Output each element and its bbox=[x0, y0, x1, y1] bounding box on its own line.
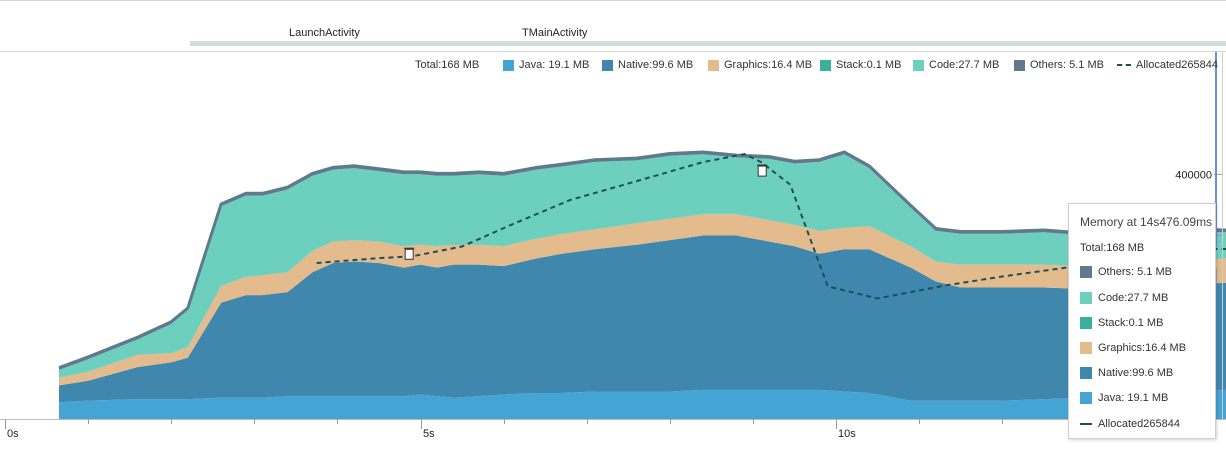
legend-graphics[interactable]: Graphics:16.4 MB bbox=[708, 59, 812, 71]
gc-layer bbox=[404, 164, 768, 260]
axis-layer: 0s5s10s400000300000 bbox=[0, 52, 1226, 440]
tooltip-native-swatch bbox=[1080, 367, 1092, 379]
area-native bbox=[59, 235, 1226, 403]
areas-layer bbox=[58, 150, 1226, 419]
activity-label-main: TMainActivity bbox=[522, 27, 588, 39]
tooltip-row-code: Code:27.7 MB bbox=[1080, 292, 1168, 304]
tooltip-others-swatch bbox=[1080, 266, 1092, 278]
legend-allocated[interactable]: Allocated265844 bbox=[1117, 59, 1218, 71]
legend-others-swatch bbox=[1014, 59, 1025, 71]
activity-label-launch: LaunchActivity bbox=[289, 27, 360, 39]
time-cursor-line-lower bbox=[1215, 268, 1217, 398]
tooltip-allocated-swatch bbox=[1080, 423, 1092, 425]
legend-code[interactable]: Code:27.7 MB bbox=[913, 59, 999, 71]
legend-total-label: Total:168 MB bbox=[415, 59, 480, 71]
tooltip-native-label: Native:99.6 MB bbox=[1098, 367, 1174, 379]
legend-code-label: Code:27.7 MB bbox=[929, 59, 1000, 71]
gc-trash-icon bbox=[757, 164, 768, 177]
legend-native[interactable]: Native:99.6 MB bbox=[602, 59, 693, 71]
tooltip-java-swatch bbox=[1080, 392, 1092, 404]
tooltip-allocated-label: Allocated265844 bbox=[1098, 418, 1180, 430]
memory-tooltip: Memory at 14s476.09ms Total:168 MB Other… bbox=[1068, 203, 1216, 439]
area-graphics bbox=[59, 214, 1226, 386]
legend-allocated-label: Allocated265844 bbox=[1136, 59, 1218, 71]
tooltip-row-graphics: Graphics:16.4 MB bbox=[1080, 342, 1186, 354]
legend-stack-label: Stack:0.1 MB bbox=[836, 59, 902, 71]
activity-bar-main[interactable] bbox=[515, 41, 1226, 46]
area-top-outline bbox=[58, 150, 1226, 370]
x-tick-label: 5s bbox=[423, 428, 435, 440]
y2-tick-label: 400000 bbox=[1175, 169, 1212, 181]
time-cursor-line[interactable] bbox=[1215, 52, 1217, 247]
gc-trash-icon bbox=[404, 247, 415, 260]
legend-stack-swatch bbox=[820, 59, 831, 71]
legend-others-label: Others: 5.1 MB bbox=[1030, 59, 1104, 71]
tooltip-java-label: Java: 19.1 MB bbox=[1098, 392, 1169, 404]
activity-band: LaunchActivity TMainActivity bbox=[0, 0, 1226, 52]
tooltip-graphics-swatch bbox=[1080, 342, 1092, 354]
legend-stack[interactable]: Stack:0.1 MB bbox=[820, 59, 901, 71]
activity-bar-launch[interactable] bbox=[190, 41, 515, 46]
tooltip-others-label: Others: 5.1 MB bbox=[1098, 266, 1172, 278]
legend-java[interactable]: Java: 19.1 MB bbox=[503, 59, 589, 71]
legend-native-label: Native:99.6 MB bbox=[618, 59, 694, 71]
allocated-line bbox=[316, 153, 1226, 300]
tooltip-stack-swatch bbox=[1080, 317, 1092, 329]
tooltip-title: Memory at 14s476.09ms bbox=[1080, 215, 1213, 229]
legend-total: Total:168 MB bbox=[415, 59, 479, 71]
legend-code-swatch bbox=[913, 59, 924, 71]
tooltip-row-allocated: Allocated265844 bbox=[1080, 418, 1180, 430]
area-code bbox=[59, 154, 1226, 378]
legend-native-swatch bbox=[602, 59, 613, 71]
legend-graphics-label: Graphics:16.4 MB bbox=[724, 59, 813, 71]
x-tick-label: 0s bbox=[7, 428, 19, 440]
legend-java-label: Java: 19.1 MB bbox=[519, 59, 590, 71]
tooltip-total: Total:168 MB bbox=[1080, 242, 1145, 254]
tooltip-row-java: Java: 19.1 MB bbox=[1080, 392, 1168, 404]
chart-legend: Total:168 MB Java: 19.1 MB Native:99.6 M… bbox=[0, 59, 1226, 73]
legend-java-swatch bbox=[503, 59, 514, 71]
legend-graphics-swatch bbox=[708, 59, 719, 71]
area-java bbox=[59, 389, 1226, 419]
legend-others[interactable]: Others: 5.1 MB bbox=[1014, 59, 1104, 71]
legend-allocated-swatch bbox=[1117, 64, 1131, 66]
x-tick-label: 10s bbox=[838, 428, 856, 440]
tooltip-stack-label: Stack:0.1 MB bbox=[1098, 317, 1164, 329]
tooltip-row-stack: Stack:0.1 MB bbox=[1080, 317, 1163, 329]
tooltip-code-label: Code:27.7 MB bbox=[1098, 292, 1169, 304]
tooltip-graphics-label: Graphics:16.4 MB bbox=[1098, 342, 1187, 354]
tooltip-row-native: Native:99.6 MB bbox=[1080, 367, 1173, 379]
allocated-layer bbox=[316, 153, 1226, 300]
tooltip-code-swatch bbox=[1080, 292, 1092, 304]
tooltip-row-others: Others: 5.1 MB bbox=[1080, 266, 1172, 278]
